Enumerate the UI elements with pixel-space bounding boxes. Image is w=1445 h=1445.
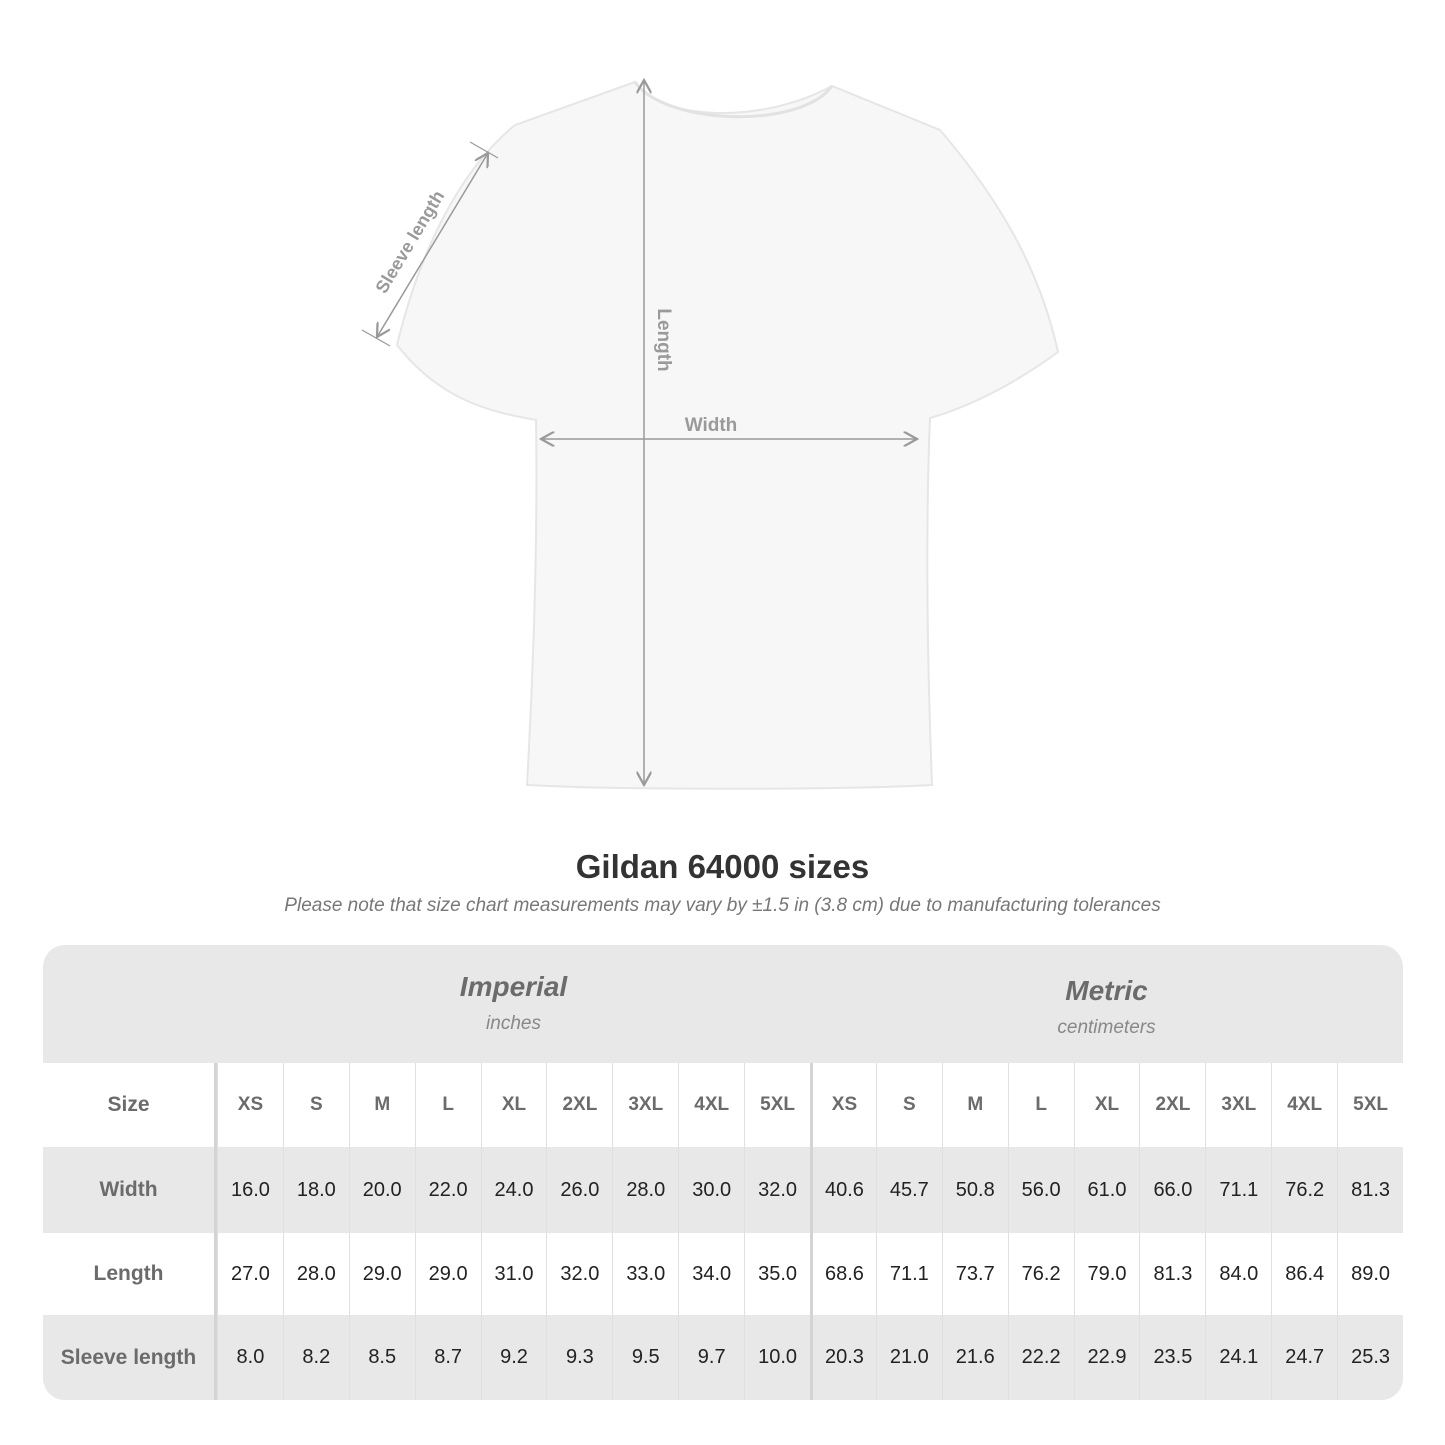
row-label: Size xyxy=(43,1063,217,1147)
imperial-value-cell: 8.2 xyxy=(282,1315,349,1400)
metric-value-cell: 50.8 xyxy=(941,1147,1008,1233)
imperial-size-header: XL xyxy=(480,1063,547,1147)
metric-value-cell: 61.0 xyxy=(1073,1147,1140,1233)
metric-value-cell: 68.6 xyxy=(810,1233,876,1315)
metric-value-cell: 25.3 xyxy=(1337,1315,1403,1400)
metric-value-cell: 76.2 xyxy=(1271,1147,1337,1233)
imperial-size-header: 4XL xyxy=(678,1063,744,1147)
imperial-value-cell: 24.0 xyxy=(480,1147,547,1233)
imperial-value-cell: 30.0 xyxy=(678,1147,744,1233)
metric-value-cell: 84.0 xyxy=(1205,1233,1271,1315)
imperial-value-cell: 9.7 xyxy=(678,1315,744,1400)
imperial-value-cell: 18.0 xyxy=(282,1147,349,1233)
metric-value-cell: 45.7 xyxy=(875,1147,942,1233)
metric-value-cell: 81.3 xyxy=(1139,1233,1205,1315)
metric-value-cell: 21.6 xyxy=(941,1315,1008,1400)
imperial-value-cell: 33.0 xyxy=(612,1233,678,1315)
imperial-size-header: S xyxy=(282,1063,349,1147)
metric-value-cell: 71.1 xyxy=(1205,1147,1271,1233)
size-header-row: Size XS S M L XL 2XL 3XL 4XL 5XL XS S M L XL 2XL 3XL 4XL 5… xyxy=(43,1063,1403,1147)
metric-value-cell: 89.0 xyxy=(1337,1233,1403,1315)
length-label: Length xyxy=(653,308,674,371)
imperial-size-header: XS xyxy=(217,1063,283,1147)
table-row: Sleeve length 8.0 8.2 8.5 8.7 9.2 9.3 9.5 9.7 10.… xyxy=(43,1315,1403,1400)
tshirt-diagram: Width Length Sleeve length xyxy=(361,0,1060,790)
metric-value-cell: 22.2 xyxy=(1007,1315,1074,1400)
metric-label: Metric xyxy=(1065,975,1148,1006)
imperial-value-cell: 22.0 xyxy=(414,1147,481,1233)
metric-header: Metric centimeters xyxy=(810,975,1403,1093)
imperial-size-header: 3XL xyxy=(612,1063,678,1147)
metric-value-cell: 81.3 xyxy=(1337,1147,1403,1233)
metric-value-cell: 40.6 xyxy=(810,1147,876,1233)
imperial-value-cell: 8.5 xyxy=(348,1315,415,1400)
imperial-value-cell: 28.0 xyxy=(612,1147,678,1233)
imperial-value-cell: 32.0 xyxy=(546,1233,612,1315)
tolerance-note: Please note that size chart measurements… xyxy=(284,895,1161,916)
metric-value-cell: 24.7 xyxy=(1271,1315,1337,1400)
imperial-value-cell: 35.0 xyxy=(744,1233,810,1315)
imperial-value-cell: 31.0 xyxy=(480,1233,547,1315)
imperial-value-cell: 28.0 xyxy=(282,1233,349,1315)
metric-value-cell: 56.0 xyxy=(1007,1147,1074,1233)
row-label: Length xyxy=(43,1233,217,1315)
metric-value-cell: 21.0 xyxy=(875,1315,942,1400)
metric-size-header: XL xyxy=(1073,1063,1140,1147)
metric-size-header: L xyxy=(1007,1063,1074,1147)
row-label: Sleeve length xyxy=(43,1315,217,1400)
table-row: Length 27.0 28.0 29.0 29.0 31.0 32.0 33.0 34.0 35… xyxy=(43,1233,1403,1315)
imperial-value-cell: 27.0 xyxy=(217,1233,283,1315)
width-label: Width xyxy=(685,415,738,436)
imperial-value-cell: 9.5 xyxy=(612,1315,678,1400)
metric-value-cell: 76.2 xyxy=(1007,1233,1074,1315)
imperial-value-cell: 29.0 xyxy=(414,1233,481,1315)
metric-value-cell: 71.1 xyxy=(875,1233,942,1315)
metric-value-cell: 22.9 xyxy=(1073,1315,1140,1400)
imperial-value-cell: 8.7 xyxy=(414,1315,481,1400)
metric-size-header: 3XL xyxy=(1205,1063,1271,1147)
imperial-size-header: M xyxy=(348,1063,415,1147)
metric-value-cell: 79.0 xyxy=(1073,1233,1140,1315)
metric-value-cell: 24.1 xyxy=(1205,1315,1271,1400)
imperial-header: Imperial inches xyxy=(217,971,810,1089)
metric-size-header: S xyxy=(875,1063,942,1147)
metric-value-cell: 73.7 xyxy=(941,1233,1008,1315)
imperial-value-cell: 32.0 xyxy=(744,1147,810,1233)
metric-value-cell: 23.5 xyxy=(1139,1315,1205,1400)
imperial-value-cell: 10.0 xyxy=(744,1315,810,1400)
page-title: Gildan 64000 sizes xyxy=(575,848,870,885)
metric-size-header: 2XL xyxy=(1139,1063,1205,1147)
metric-size-header: M xyxy=(941,1063,1008,1147)
metric-value-cell: 66.0 xyxy=(1139,1147,1205,1233)
imperial-value-cell: 9.3 xyxy=(546,1315,612,1400)
table-row: Width 16.0 18.0 20.0 22.0 24.0 26.0 28.0 30.0 32.… xyxy=(43,1147,1403,1233)
metric-value-cell: 86.4 xyxy=(1271,1233,1337,1315)
metric-size-header: XS xyxy=(810,1063,876,1147)
imperial-label: Imperial xyxy=(459,971,568,1002)
metric-size-header: 5XL xyxy=(1337,1063,1403,1147)
imperial-value-cell: 34.0 xyxy=(678,1233,744,1315)
row-label: Width xyxy=(43,1147,217,1233)
imperial-unit: inches xyxy=(486,1013,541,1034)
imperial-value-cell: 26.0 xyxy=(546,1147,612,1233)
imperial-value-cell: 16.0 xyxy=(217,1147,283,1233)
imperial-value-cell: 8.0 xyxy=(217,1315,283,1400)
metric-unit: centimeters xyxy=(1057,1017,1156,1038)
imperial-size-header: L xyxy=(414,1063,481,1147)
imperial-value-cell: 20.0 xyxy=(348,1147,415,1233)
size-table: Imperial inches Metric centimeters Size X… xyxy=(43,945,1403,1400)
imperial-value-cell: 9.2 xyxy=(480,1315,547,1400)
metric-size-header: 4XL xyxy=(1271,1063,1337,1147)
imperial-value-cell: 29.0 xyxy=(348,1233,415,1315)
imperial-size-header: 2XL xyxy=(546,1063,612,1147)
sleeve-arrow xyxy=(377,153,488,337)
imperial-size-header: 5XL xyxy=(744,1063,810,1147)
metric-value-cell: 20.3 xyxy=(810,1315,876,1400)
